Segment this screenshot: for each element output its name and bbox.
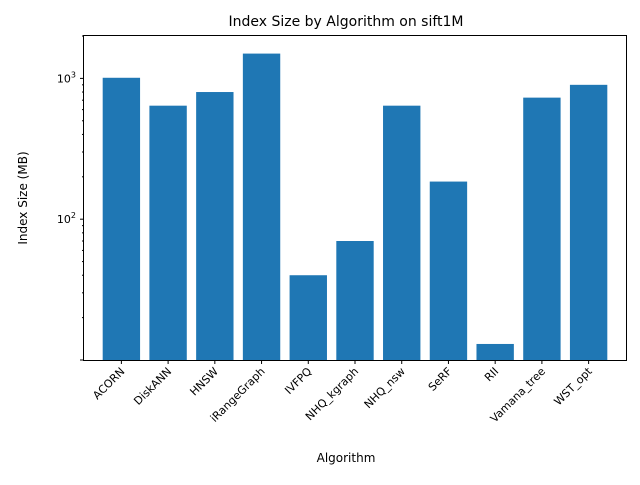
x-tick-label: RII [482, 365, 501, 384]
bar-IVFPQ [289, 275, 327, 360]
chart-title: Index Size by Algorithm on sift1M [228, 14, 463, 30]
y-tick-label: 103 [57, 70, 76, 85]
bars-group [102, 53, 608, 361]
x-tick-label: HNSW [187, 365, 221, 399]
x-tick-label: SeRF [426, 365, 455, 394]
x-tick-label: ACORN [90, 365, 127, 402]
bar-WST_opt [569, 84, 608, 360]
bar-ACORN [102, 77, 141, 360]
bar-RII [476, 343, 514, 360]
plot-frame [83, 35, 627, 361]
y-tick-label: 102 [57, 211, 76, 226]
x-axis-label: Algorithm [317, 451, 376, 465]
bar-NHQ_nsw [383, 105, 421, 361]
y-axis-label: Index Size (MB) [16, 151, 30, 244]
x-tick-label: NHQ_nsw [362, 365, 408, 411]
bar-NHQ_kgraph [336, 241, 374, 360]
x-tick-label: DiskANN [131, 365, 174, 408]
bar-Vamana_tree [523, 97, 561, 360]
bar-iRangeGraph [242, 53, 281, 361]
bar-DiskANN [149, 105, 187, 361]
x-tick-label: IVFPQ [282, 365, 314, 397]
bar-HNSW [196, 92, 234, 360]
bar-SeRF [429, 181, 468, 360]
x-tick-label: WST_opt [552, 364, 596, 408]
